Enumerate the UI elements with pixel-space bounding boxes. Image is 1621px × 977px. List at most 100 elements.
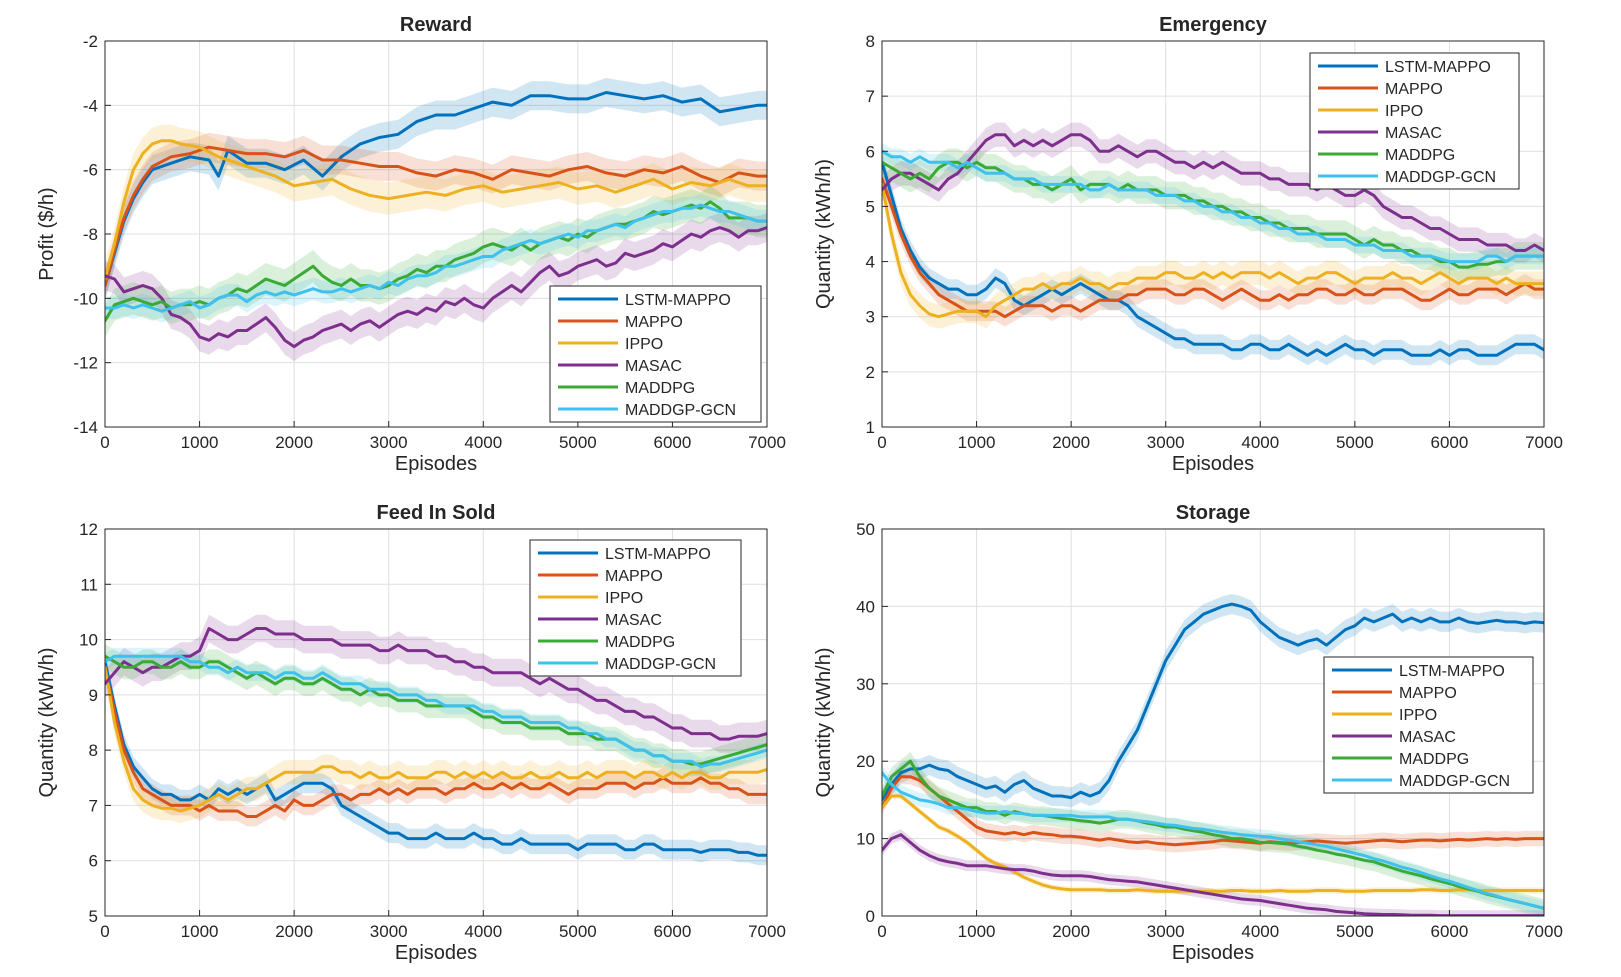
series-band-maddpg — [105, 185, 767, 337]
x-tick-label: 5000 — [559, 433, 597, 452]
legend-entry: MADDPG — [625, 380, 695, 397]
legend-entry: IPPO — [605, 590, 643, 607]
x-tick-label: 5000 — [1336, 433, 1374, 452]
legend: LSTM-MAPPO MAPPO IPPO MASAC MADDPG MADDGP-GCN — [529, 539, 742, 677]
chart-panel-2: 0 1000 2000 3000 4000 5000 6000 7000 1 2 3 4 5 6 7 8 Eme… — [813, 14, 1563, 475]
legend-entry: MAPPO — [605, 568, 663, 585]
x-tick-label: 0 — [100, 922, 109, 941]
y-tick-label: -4 — [83, 96, 98, 115]
y-tick-label: 3 — [866, 308, 875, 327]
x-tick-label: 7000 — [1525, 922, 1563, 941]
series-line-masac — [882, 833, 1544, 916]
x-tick-label: 6000 — [654, 922, 692, 941]
legend-box — [529, 539, 742, 677]
y-tick-label: 7 — [866, 87, 875, 106]
chart-panel-3: 0 1000 2000 3000 4000 5000 6000 7000 5 6 7 8 9 10 11 12… — [36, 502, 786, 964]
y-tick-label: 6 — [89, 852, 98, 871]
y-tick-label: 8 — [89, 741, 98, 760]
x-tick-label: 6000 — [1431, 433, 1469, 452]
y-tick-label: 30 — [856, 675, 875, 694]
x-tick-label: 1000 — [958, 433, 996, 452]
x-tick-label: 3000 — [1147, 433, 1185, 452]
x-axis-label: Episodes — [395, 942, 477, 964]
series-line-lstm-mappo — [882, 602, 1544, 802]
chart-panel-4: 0 1000 2000 3000 4000 5000 6000 7000 0 10 20 30 40 50… — [813, 502, 1563, 964]
y-tick-label: -8 — [83, 225, 98, 244]
legend-entry: MADDGP-GCN — [1399, 773, 1510, 790]
x-tick-label: 1000 — [181, 433, 219, 452]
legend-entry: MADDPG — [1399, 751, 1469, 768]
y-tick-label: 10 — [79, 631, 98, 650]
x-tick-label: 4000 — [1241, 922, 1279, 941]
x-tick-label: 4000 — [1241, 433, 1279, 452]
x-axis-label: Episodes — [395, 453, 477, 475]
legend-entry: MADDPG — [1385, 147, 1455, 164]
series-line-lstm-mappo — [105, 660, 767, 857]
y-tick-label: -12 — [73, 354, 98, 373]
legend-entry: LSTM-MAPPO — [625, 292, 731, 309]
series-line-masac — [882, 133, 1544, 252]
series-band-mappo — [882, 168, 1544, 327]
legend: LSTM-MAPPO MAPPO IPPO MASAC MADDPG MADDGP-GCN — [1323, 656, 1534, 794]
series-band-lstm-mappo — [105, 651, 767, 866]
series-group — [882, 122, 1544, 366]
series-line-ippo — [882, 794, 1544, 893]
y-tick-label: 8 — [866, 32, 875, 51]
legend-entry: MAPPO — [1399, 685, 1457, 702]
x-tick-label: 2000 — [1052, 922, 1090, 941]
x-tick-label: 6000 — [654, 433, 692, 452]
chart-title: Feed In Sold — [377, 502, 496, 524]
series-line-mappo — [882, 775, 1544, 847]
y-tick-label: 10 — [856, 830, 875, 849]
x-tick-label: 3000 — [370, 922, 408, 941]
legend: LSTM-MAPPO MAPPO IPPO MASAC MADDPG MADDGP-GCN — [549, 285, 762, 423]
series-band-lstm-mappo — [882, 594, 1544, 810]
x-tick-label: 4000 — [464, 433, 502, 452]
series-line-ippo — [105, 665, 767, 813]
legend-entry: MASAC — [1385, 125, 1442, 142]
legend-entry: MADDPG — [605, 634, 675, 651]
x-tick-label: 7000 — [1525, 433, 1563, 452]
y-tick-label: 12 — [79, 520, 98, 539]
legend-entry: MADDGP-GCN — [625, 402, 736, 419]
x-tick-label: 0 — [100, 433, 109, 452]
y-tick-label: 5 — [89, 907, 98, 926]
x-tick-label: 0 — [877, 922, 886, 941]
y-tick-label: -10 — [73, 289, 98, 308]
legend-entry: LSTM-MAPPO — [605, 546, 711, 563]
series-line-maddgp-gcn — [882, 771, 1544, 910]
series-line-ippo — [105, 139, 767, 281]
legend-entry: MASAC — [1399, 729, 1456, 746]
x-tick-label: 3000 — [370, 433, 408, 452]
x-tick-label: 4000 — [464, 922, 502, 941]
x-tick-label: 2000 — [275, 433, 313, 452]
x-tick-label: 5000 — [1336, 922, 1374, 941]
series-band-maddgp-gcn — [105, 193, 767, 323]
series-band-mappo — [882, 768, 1544, 853]
series-band-mappo — [105, 657, 767, 827]
legend-entry: LSTM-MAPPO — [1399, 663, 1505, 680]
x-axis-label: Episodes — [1172, 453, 1254, 475]
series-line-lstm-mappo — [882, 160, 1544, 357]
y-tick-label: 50 — [856, 520, 875, 539]
legend-entry: MASAC — [625, 358, 682, 375]
y-axis-label: Profit ($/h) — [36, 187, 58, 280]
series-line-ippo — [882, 182, 1544, 319]
legend-entry: MAPPO — [625, 314, 683, 331]
x-tick-label: 5000 — [559, 922, 597, 941]
y-tick-label: 1 — [866, 418, 875, 437]
chart-title: Storage — [1176, 502, 1250, 524]
series-band-ippo — [105, 124, 767, 296]
series-band-ippo — [882, 172, 1544, 329]
x-tick-label: 7000 — [748, 433, 786, 452]
x-tick-label: 2000 — [275, 922, 313, 941]
legend-entry: IPPO — [1399, 707, 1437, 724]
x-tick-label: 3000 — [1147, 922, 1185, 941]
series-line-mappo — [105, 665, 767, 818]
y-tick-label: 6 — [866, 142, 875, 161]
series-line-maddgp-gcn — [882, 149, 1544, 264]
legend-box — [549, 285, 762, 423]
series-band-mappo — [105, 132, 767, 300]
axes-box — [104, 528, 768, 917]
